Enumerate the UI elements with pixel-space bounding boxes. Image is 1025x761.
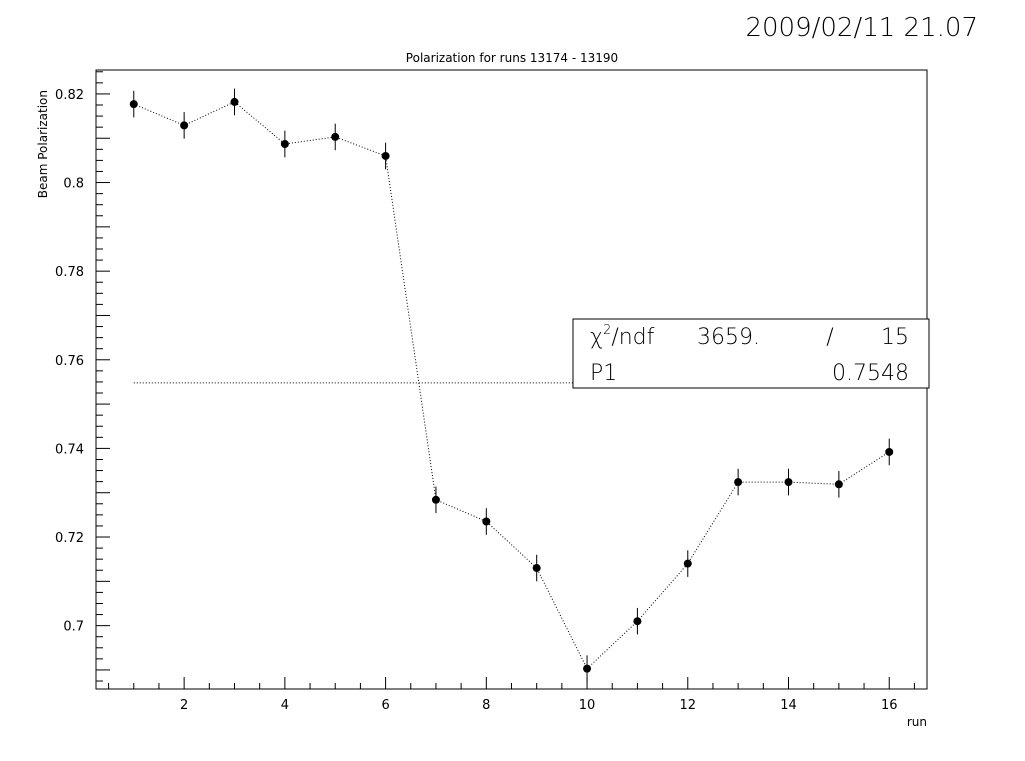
stats-ndf-value: 15: [881, 325, 909, 350]
y-tick-label: 0.82: [55, 88, 84, 103]
data-point: [834, 480, 843, 489]
timestamp-label: 2009/02/11 21.07: [745, 13, 978, 43]
data-point: [381, 151, 390, 160]
x-axis-ticks: 2 4 6 8 10 12 14 16: [108, 677, 915, 713]
data-point: [734, 478, 743, 487]
x-tick-label: 4: [281, 698, 289, 713]
stats-separator: /: [826, 325, 834, 350]
y-tick-label: 0.72: [55, 531, 84, 546]
y-tick-label: 0.78: [55, 265, 84, 280]
x-tick-label: 2: [180, 698, 188, 713]
data-point: [129, 100, 138, 109]
x-tick-label: 8: [482, 698, 490, 713]
y-axis-ticks: 0.7 0.72 0.74 0.76 0.78 0.8 0.82: [55, 71, 110, 682]
chart-title: Polarization for runs 13174 - 13190: [406, 51, 618, 65]
series-connecting-line: [133, 101, 890, 670]
stats-p1-label: P1: [590, 361, 617, 386]
data-point: [180, 121, 189, 130]
y-tick-label: 0.76: [55, 354, 84, 369]
data-point: [633, 617, 642, 626]
x-tick-label: 12: [679, 698, 696, 713]
data-point: [230, 97, 239, 106]
stats-ndf-suffix: /ndf: [611, 325, 654, 350]
stats-chi-superscript: 2: [603, 323, 611, 338]
y-axis-label: Beam Polarization: [36, 90, 50, 198]
stats-chi2-ndf-label: χ2/ndf: [590, 323, 655, 350]
y-tick-label: 0.74: [55, 442, 84, 457]
x-tick-label: 16: [881, 698, 898, 713]
y-tick-label: 0.8: [63, 177, 84, 192]
data-point: [532, 564, 541, 573]
y-tick-label: 0.7: [63, 620, 84, 635]
data-point: [482, 517, 491, 526]
stats-p1-value: 0.7548: [832, 361, 909, 386]
data-point: [331, 132, 340, 141]
stats-box-frame: [572, 318, 930, 389]
data-point: [431, 495, 440, 504]
x-axis-label: run: [907, 715, 927, 729]
data-point: [784, 478, 793, 487]
data-point: [683, 559, 692, 568]
x-tick-label: 6: [381, 698, 389, 713]
data-points: [129, 88, 894, 682]
x-tick-label: 14: [780, 698, 797, 713]
data-point: [885, 447, 894, 456]
data-point: [280, 139, 289, 148]
stats-chi-symbol: χ: [590, 325, 603, 350]
x-tick-label: 10: [579, 698, 596, 713]
data-point: [583, 664, 592, 673]
stats-chi2-value: 3659.: [697, 325, 760, 350]
stats-box: χ2/ndf 3659. / 15 P1 0.7548: [572, 318, 930, 389]
